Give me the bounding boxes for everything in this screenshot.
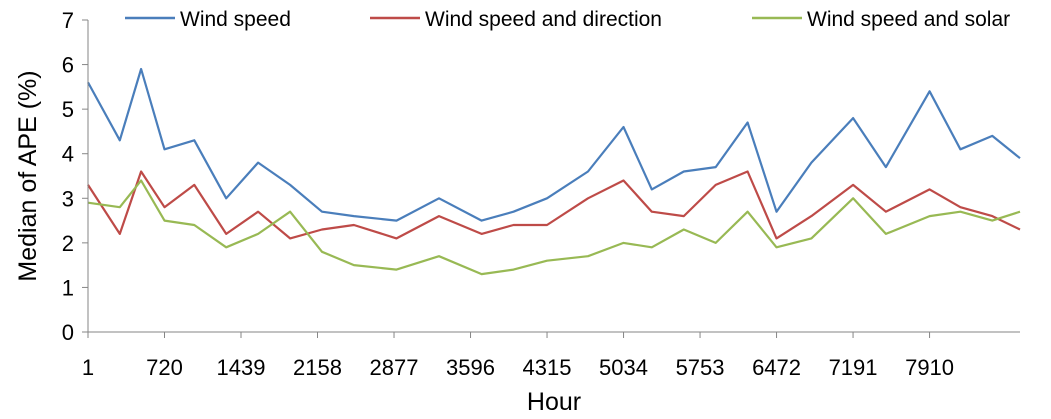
x-tick-label: 1 <box>82 355 94 380</box>
legend-label: Wind speed and direction <box>425 8 662 31</box>
x-tick-label: 2877 <box>370 355 419 380</box>
y-tick-label: 7 <box>62 8 74 33</box>
x-tick-label: 2158 <box>293 355 342 380</box>
axes <box>87 20 1020 333</box>
y-axis-title: Median of APE (%) <box>14 70 42 281</box>
series-line-wind-speed-and-direction <box>87 170 1021 240</box>
x-tick-label: 5753 <box>676 355 725 380</box>
x-tick-label: 720 <box>146 355 183 380</box>
series-layer <box>87 67 1021 276</box>
x-tick-label: 3596 <box>446 355 495 380</box>
x-tick-label: 6472 <box>752 355 801 380</box>
legend-label: Wind speed <box>180 8 291 31</box>
x-tick-label: 1439 <box>217 355 266 380</box>
x-tick-label: 7191 <box>829 355 878 380</box>
legend: Wind speed Wind speed and direction Wind s… <box>125 8 1010 31</box>
y-tick-label: 5 <box>62 97 74 122</box>
y-tick-label: 1 <box>62 275 74 300</box>
series-line-wind-speed <box>87 67 1021 222</box>
y-tick-label: 6 <box>62 53 74 78</box>
y-tick-label: 3 <box>62 186 74 211</box>
x-tick-label: 7910 <box>905 355 954 380</box>
y-tick-label: 4 <box>62 142 74 167</box>
x-tick-label: 5034 <box>599 355 648 380</box>
y-tick-label: 2 <box>62 231 74 256</box>
legend-label: Wind speed and solar <box>807 8 1010 31</box>
series-line-wind-speed-and-solar <box>87 179 1021 276</box>
y-tick-label: 0 <box>62 320 74 345</box>
x-ticks: 1 720 1439 2158 2877 3596 4315 5034 5753 6472 7191… <box>82 332 954 380</box>
y-ticks: 0 1 2 3 4 5 6 7 <box>62 8 88 345</box>
x-tick-label: 4315 <box>523 355 572 380</box>
x-axis-title: Hour <box>527 388 581 416</box>
